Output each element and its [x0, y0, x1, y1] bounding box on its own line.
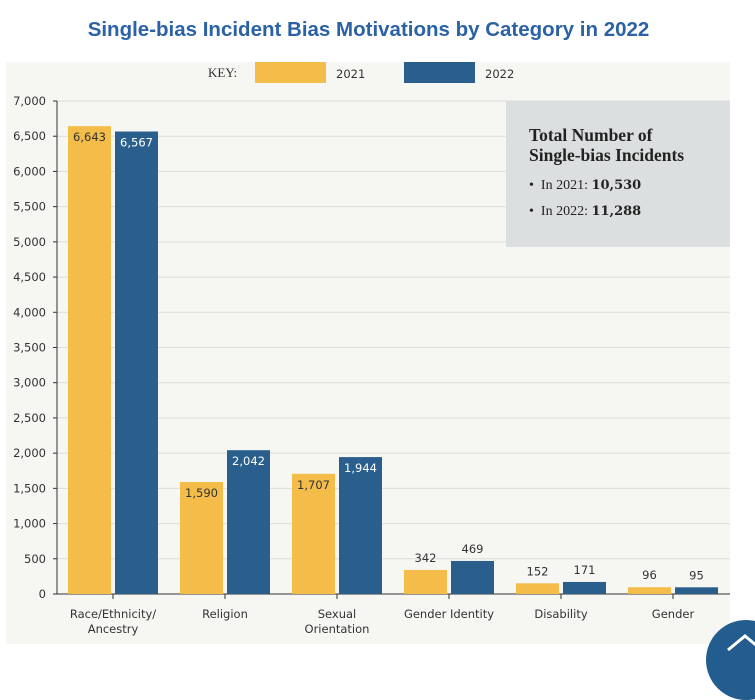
bar-2022 [227, 450, 270, 594]
bar-2022 [675, 587, 718, 594]
bar-chart: KEY: 2021 2022 0 500 1,000 1,500 2,000 2,500 3,00… [13, 62, 730, 636]
annotation-heading: Total Number of Single-bias Incidents [529, 125, 684, 165]
bar-2021 [628, 587, 671, 594]
annotation-item-value: 10,530 [591, 178, 642, 193]
x-tick-label: Sexual [318, 607, 357, 621]
data-label-2021: 342 [415, 551, 437, 565]
y-tick-label: 0 [39, 587, 46, 601]
annotation-item-2022: • In 2022: 11,288 [529, 204, 642, 219]
y-tick-label: 6,500 [13, 129, 46, 143]
bar-2022 [115, 131, 158, 594]
annotation-heading-line2: Single-bias Incidents [529, 145, 685, 165]
y-tick-label: 4,000 [13, 305, 46, 319]
legend-label-2022: 2022 [485, 67, 514, 81]
bar-2021 [68, 126, 111, 594]
legend-swatch-2022 [404, 62, 475, 83]
data-label-2022: 6,567 [120, 135, 153, 149]
annotation-item-prefix: In 2022: [540, 204, 592, 219]
data-label-2021: 1,707 [297, 478, 330, 492]
y-tick-label: 5,500 [13, 200, 46, 214]
data-label-2021: 96 [642, 568, 657, 582]
y-tick-label: 3,500 [13, 341, 46, 355]
x-tick-label: Orientation [305, 622, 370, 636]
page-title: Single-bias Incident Bias Motivations by… [87, 18, 650, 41]
y-tick-label: 5,000 [13, 235, 46, 249]
data-label-2021: 152 [527, 564, 549, 578]
y-tick-label: 500 [24, 552, 46, 566]
annotation-item-value: 11,288 [591, 204, 642, 219]
x-tick-label: Gender [652, 607, 695, 621]
bar-2022 [339, 457, 382, 594]
y-tick-label: 6,000 [13, 164, 46, 178]
legend-swatch-2021 [255, 62, 326, 83]
data-label-2021: 6,643 [73, 130, 106, 144]
annotation-item-prefix: In 2021: [540, 178, 592, 193]
x-tick-label: Ancestry [88, 622, 139, 636]
y-tick-label: 1,000 [13, 517, 46, 531]
bar-2021 [404, 569, 447, 594]
x-tick-label: Religion [202, 607, 248, 621]
totals-annotation-box: Total Number of Single-bias Incidents • … [506, 101, 730, 247]
annotation-item-2021: • In 2021: 10,530 [529, 178, 642, 193]
bar-2022 [451, 560, 494, 594]
data-label-2021: 1,590 [185, 486, 218, 500]
x-tick-label: Gender Identity [404, 607, 494, 621]
y-tick-label: 2,000 [13, 446, 46, 460]
y-tick-label: 3,000 [13, 376, 46, 390]
data-label-2022: 2,042 [232, 454, 265, 468]
bar-2022 [563, 581, 606, 594]
annotation-heading-line1: Total Number of [529, 125, 653, 145]
chevron-up-icon [727, 634, 755, 652]
y-tick-label: 1,500 [13, 481, 46, 495]
y-tick-label: 2,500 [13, 411, 46, 425]
legend-key-label: KEY: [208, 65, 237, 80]
x-tick-label: Disability [534, 607, 587, 621]
bar-2021 [180, 482, 223, 594]
legend-label-2021: 2021 [336, 67, 365, 81]
data-label-2022: 1,944 [344, 461, 377, 475]
x-tick-label: Race/Ethnicity/ [70, 607, 156, 621]
bar-2021 [516, 583, 559, 594]
data-label-2022: 171 [574, 563, 596, 577]
data-label-2022: 95 [689, 568, 704, 582]
data-label-2022: 469 [462, 542, 484, 556]
y-tick-label: 7,000 [13, 94, 46, 108]
y-tick-label: 4,500 [13, 270, 46, 284]
bar-2021 [292, 473, 335, 594]
